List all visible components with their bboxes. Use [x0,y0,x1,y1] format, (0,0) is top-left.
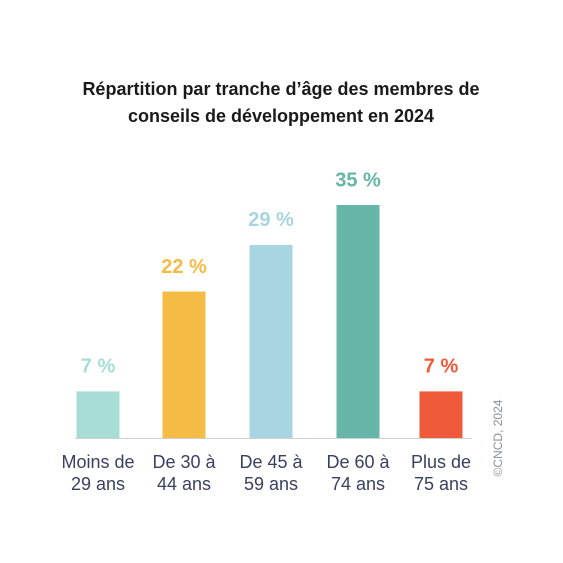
x-tick-label: 75 ans [414,474,468,494]
x-tick-label: 74 ans [331,474,385,494]
x-tick-label: 59 ans [244,474,298,494]
x-tick-label: De 60 à [326,452,390,472]
value-label: 22 % [161,256,207,278]
x-tick-label: De 30 à [152,452,216,472]
x-tick-label: 29 ans [71,474,125,494]
bar [249,244,293,438]
x-tick-label: Moins de [61,452,134,472]
bar [336,205,380,438]
x-tick-label: De 45 à [239,452,303,472]
value-label: 7 % [424,356,459,378]
value-label: 35 % [335,169,381,191]
bar [76,391,120,438]
x-tick-label: Plus de [411,452,471,472]
bar [162,291,206,438]
credit: ©CNCD, 2024 [491,399,505,476]
bar [419,391,463,438]
value-label: 29 % [248,209,294,231]
chart-title: conseils de développement en 2024 [128,106,434,126]
value-label: 7 % [81,356,116,378]
chart-title: Répartition par tranche d’âge des membre… [82,79,479,99]
x-tick-label: 44 ans [157,474,211,494]
